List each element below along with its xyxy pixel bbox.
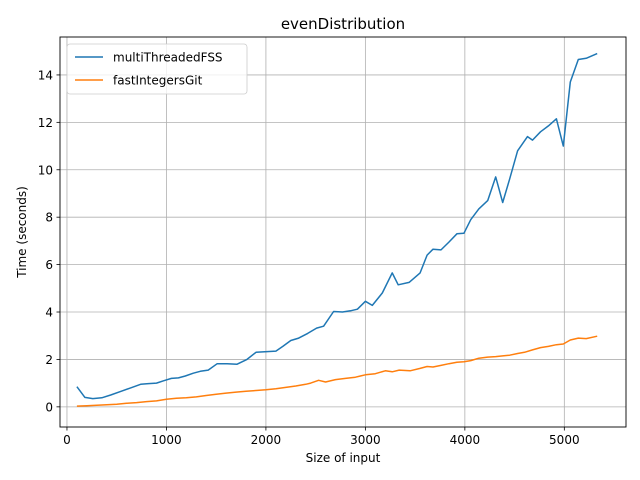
series-line-fastIntegersGit: [76, 335, 598, 407]
series-line-multiThreadedFSS: [76, 52, 598, 400]
chart-title: evenDistribution: [281, 15, 405, 33]
y-tick-label: 2: [45, 353, 53, 367]
x-axis-label: Size of input: [306, 451, 381, 465]
y-tick-label: 6: [45, 258, 53, 272]
y-tick-label: 4: [45, 306, 53, 320]
y-tick-label: 0: [45, 400, 53, 414]
plot-frame: [59, 36, 627, 428]
x-tick-label: 3000: [350, 433, 381, 447]
x-tick-label: 5000: [549, 433, 580, 447]
axis-ticks: 0 1000 2000 3000 4000 5000 0 2 4 6 8 10 12 14: [38, 68, 580, 447]
y-tick-label: 10: [38, 163, 53, 177]
y-tick-label: 12: [38, 116, 53, 130]
x-tick-label: 2000: [251, 433, 282, 447]
x-tick-label: 1000: [151, 433, 182, 447]
legend-label: fastIntegersGit: [113, 74, 203, 88]
legend-label: multiThreadedFSS: [113, 51, 223, 65]
y-axis-label: Time (seconds): [15, 186, 29, 279]
legend-box: [66, 43, 248, 95]
series-layer: [76, 52, 598, 407]
y-tick-label: 14: [38, 68, 53, 82]
x-tick-label: 0: [63, 433, 71, 447]
x-tick-label: 4000: [450, 433, 481, 447]
grid-lines: [60, 37, 626, 427]
y-tick-label: 8: [45, 211, 53, 225]
legend: multiThreadedFSS fastIntegersGit: [66, 43, 248, 95]
